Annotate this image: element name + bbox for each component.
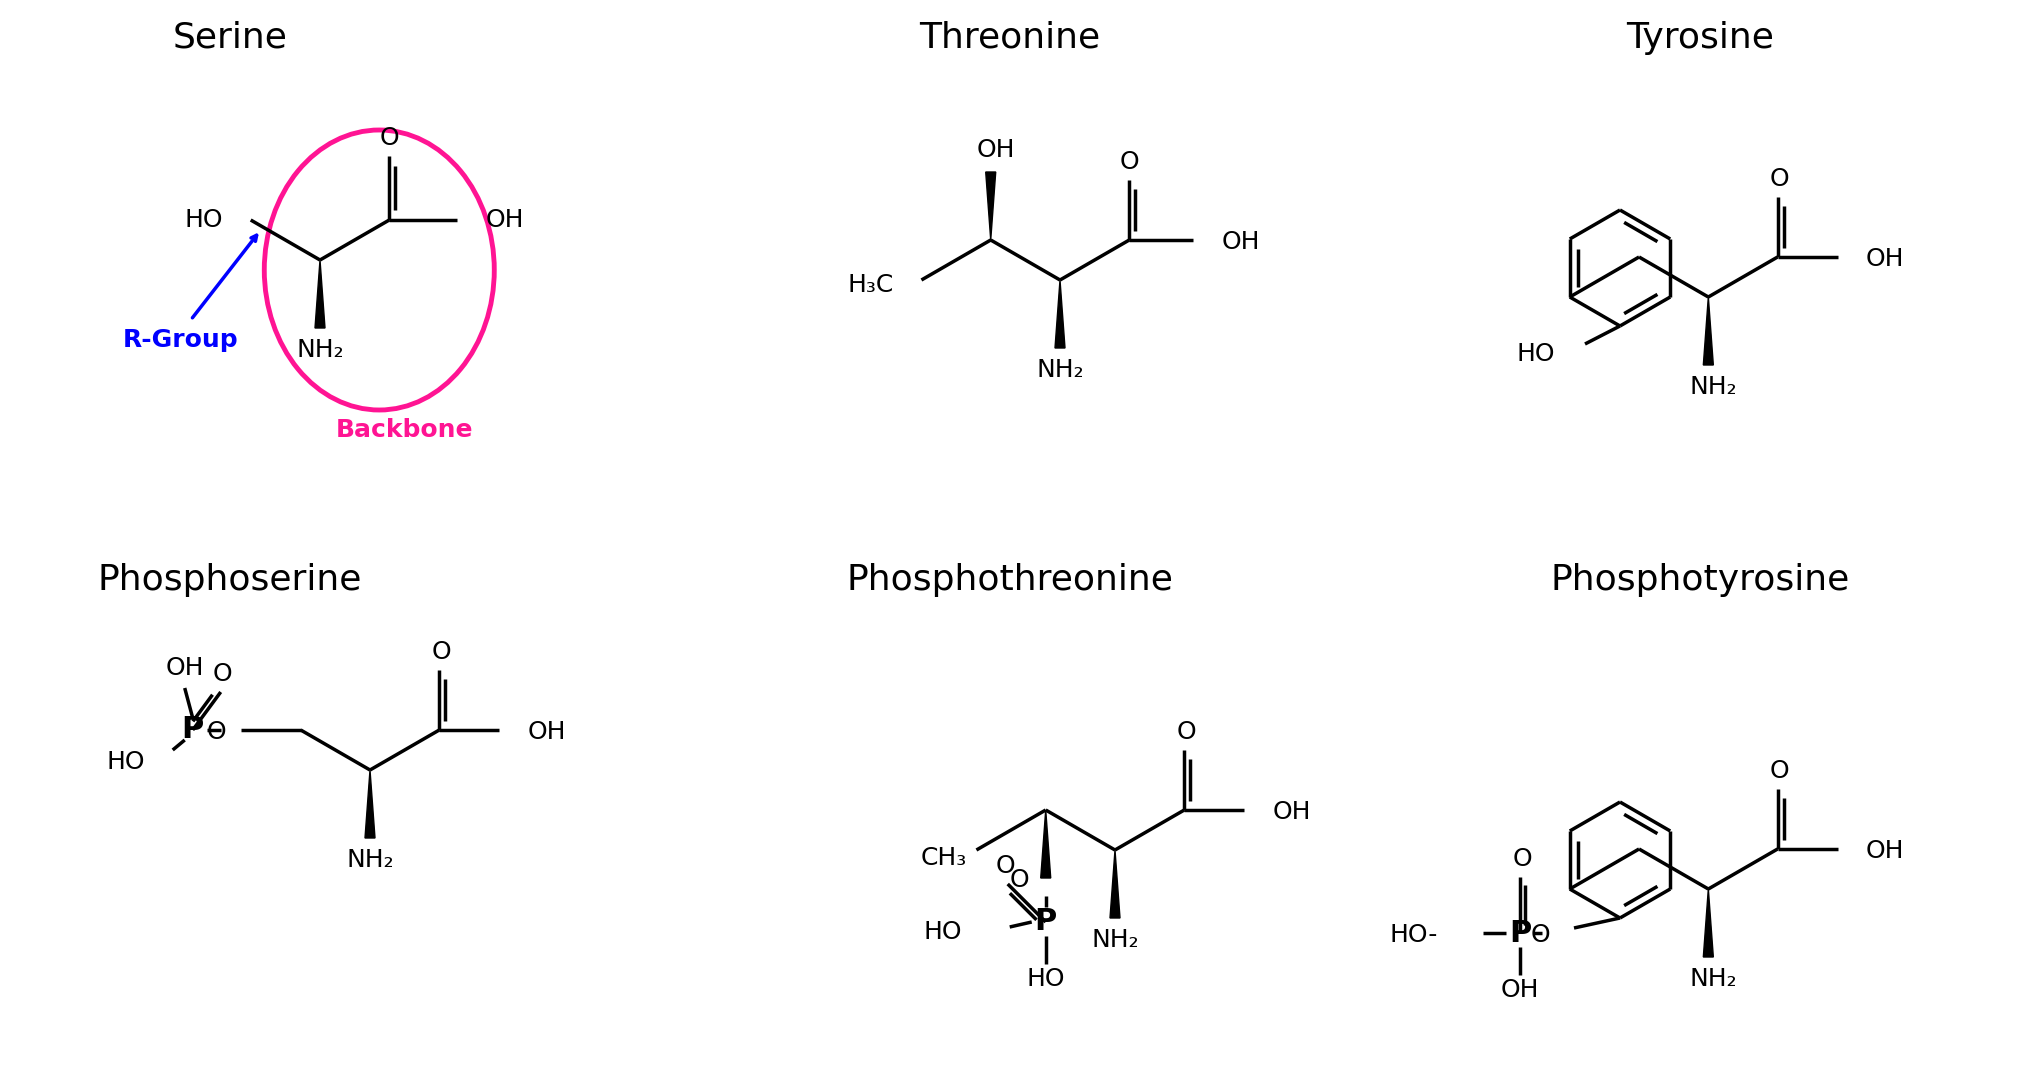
Text: OH: OH [1221,230,1260,254]
Polygon shape [1703,297,1713,365]
Text: HO: HO [185,208,222,232]
Text: O: O [214,662,232,686]
Text: O: O [1009,868,1030,892]
Text: NH₂: NH₂ [1689,374,1738,399]
Text: Phosphotyrosine: Phosphotyrosine [1551,563,1850,597]
Text: O: O [995,854,1015,878]
Text: HO: HO [1026,967,1064,991]
Polygon shape [1109,850,1119,918]
Text: NH₂: NH₂ [297,338,344,362]
Text: O: O [1512,847,1532,871]
Text: OH: OH [165,656,204,680]
Text: HO: HO [924,920,963,944]
Text: O: O [1530,923,1551,947]
Text: O: O [1176,720,1197,744]
Text: Phosphothreonine: Phosphothreonine [847,563,1174,597]
Text: Threonine: Threonine [920,21,1101,55]
Text: O: O [1770,759,1789,783]
Text: NH₂: NH₂ [346,848,395,872]
Text: Phosphoserine: Phosphoserine [98,563,362,597]
Text: Backbone: Backbone [336,418,472,442]
Text: OH: OH [1272,800,1311,824]
Text: O: O [379,126,399,150]
Text: H₃C: H₃C [847,273,893,297]
Text: HO-: HO- [1390,923,1439,947]
Text: O: O [208,720,226,744]
Text: P: P [181,716,204,745]
Text: OH: OH [1866,839,1905,863]
Text: O: O [1119,150,1140,174]
Text: CH₃: CH₃ [920,846,967,870]
Text: HO: HO [1516,342,1555,366]
Polygon shape [1054,280,1064,348]
Text: NH₂: NH₂ [1091,928,1140,952]
Text: P: P [1034,908,1056,937]
Polygon shape [315,260,326,328]
Text: R-Group: R-Group [122,328,238,352]
Text: OH: OH [527,720,566,744]
Text: OH: OH [1500,978,1538,1002]
Polygon shape [985,172,995,240]
Text: OH: OH [977,138,1015,162]
Text: O: O [1770,167,1789,191]
Text: Serine: Serine [173,21,287,55]
Text: HO: HO [106,750,144,774]
Text: OH: OH [1866,247,1905,271]
Polygon shape [1040,810,1050,878]
Text: OH: OH [484,208,523,232]
Text: O: O [431,640,452,664]
Text: NH₂: NH₂ [1036,358,1085,382]
Text: NH₂: NH₂ [1689,967,1738,991]
Text: P: P [1508,918,1530,947]
Text: Tyrosine: Tyrosine [1626,21,1775,55]
Polygon shape [364,770,374,838]
Polygon shape [1703,890,1713,957]
